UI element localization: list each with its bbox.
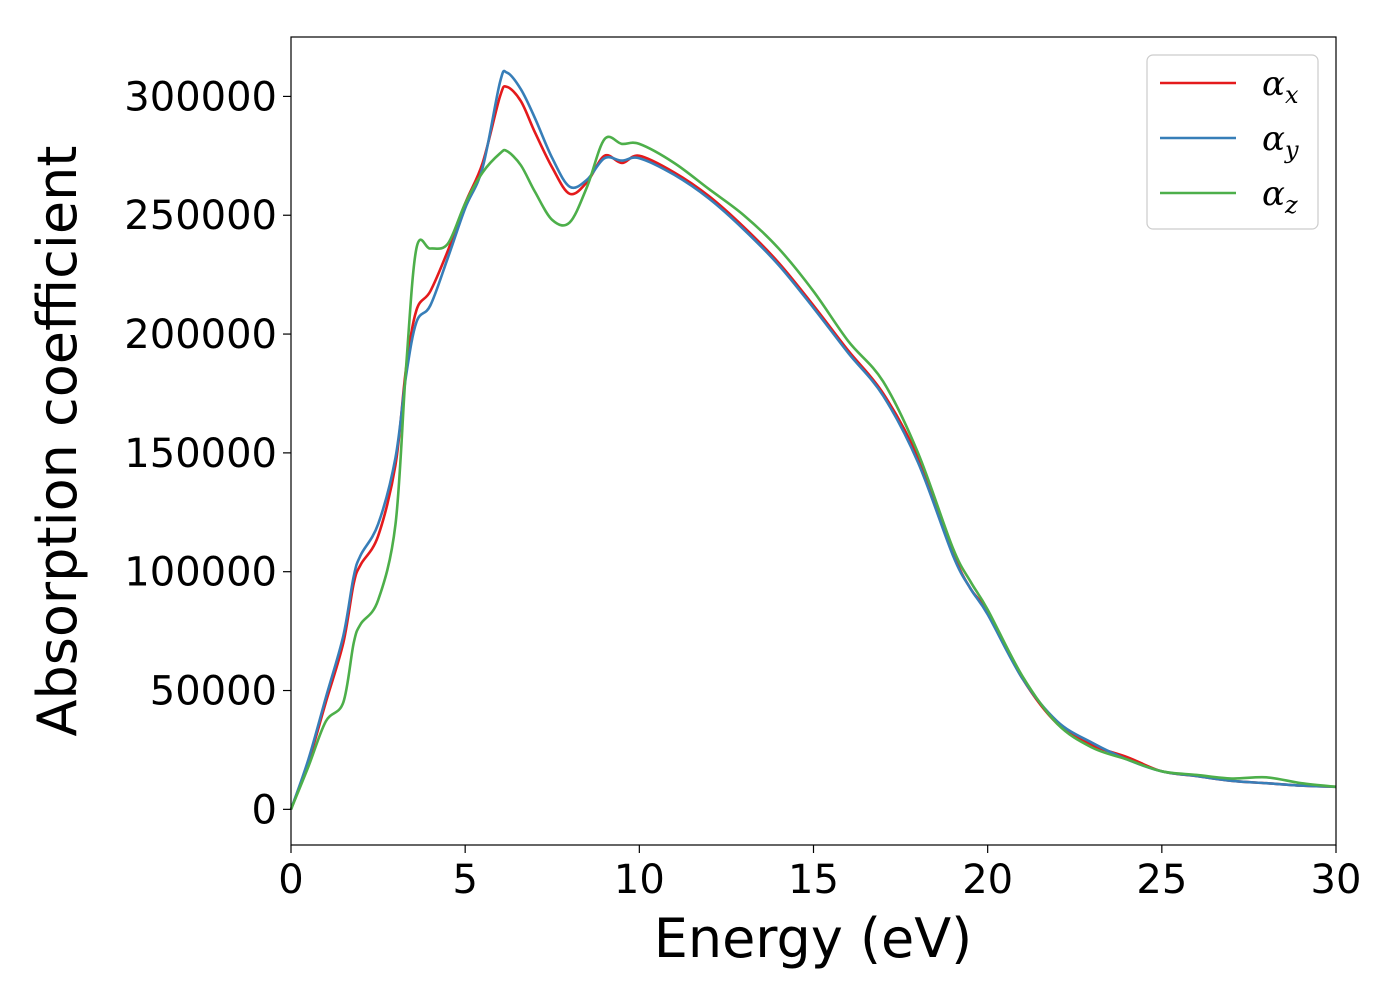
y-tick-label: 250000 <box>124 193 277 239</box>
x-axis: 0 5 10 15 20 25 30 <box>278 845 1361 903</box>
legend-label-x: αx <box>1262 64 1299 109</box>
x-tick-label: 15 <box>788 857 839 903</box>
y-tick-label: 200000 <box>124 312 277 358</box>
x-tick-label: 30 <box>1311 857 1362 903</box>
x-tick-label: 20 <box>962 857 1013 903</box>
y-tick-label: 50000 <box>150 669 277 715</box>
series-line-z <box>289 135 1337 810</box>
legend: αx αy αz <box>1146 54 1319 230</box>
legend-label-y: αy <box>1262 119 1299 164</box>
series-layer <box>289 69 1337 810</box>
y-tick-label: 0 <box>252 787 277 833</box>
y-tick-label: 300000 <box>124 74 277 120</box>
x-axis-label: Energy (eV) <box>654 907 973 970</box>
y-tick-label: 100000 <box>124 550 277 596</box>
y-axis-label: Absorption coefficient <box>26 146 89 737</box>
x-tick-label: 5 <box>452 857 477 903</box>
y-tick-label: 150000 <box>124 431 277 477</box>
legend-label-z: αz <box>1262 174 1298 219</box>
x-tick-label: 25 <box>1136 857 1187 903</box>
y-axis: 0 50000 100000 150000 200000 250000 300000 <box>124 74 291 833</box>
series-line-y <box>289 69 1337 810</box>
x-tick-label: 10 <box>614 857 665 903</box>
legend-box <box>1146 54 1319 230</box>
x-tick-label: 0 <box>278 857 303 903</box>
